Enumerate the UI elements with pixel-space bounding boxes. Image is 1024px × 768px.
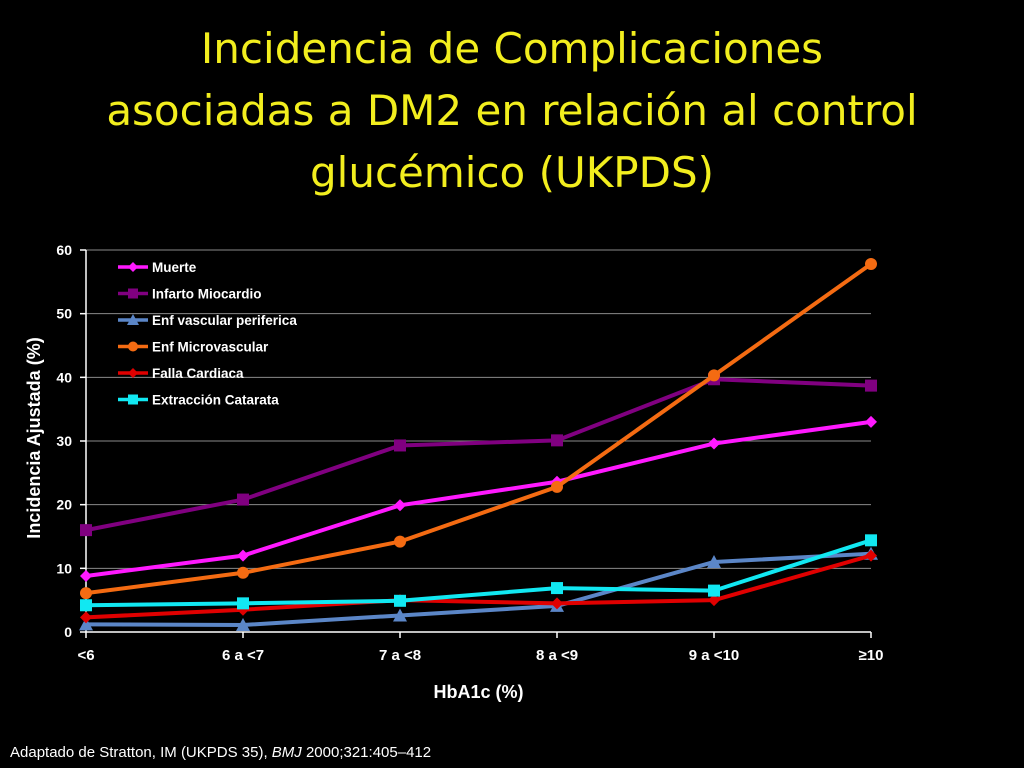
source-footnote: Adaptado de Stratton, IM (UKPDS 35), BMJ… [10, 744, 431, 761]
data-point [707, 554, 721, 568]
legend-swatch-marker [128, 341, 138, 352]
data-point [237, 597, 249, 610]
x-tick-label: 8 a <9 [536, 647, 578, 664]
data-point [237, 493, 249, 506]
legend-swatch-marker [128, 394, 138, 405]
y-axis-title: Incidencia Ajustada (%) [24, 337, 44, 538]
legend-label: Enf Microvascular [152, 340, 269, 355]
data-point [79, 617, 93, 631]
data-point [865, 549, 877, 562]
series-muerte [80, 415, 877, 582]
series-line [84, 551, 873, 627]
footnote-suffix: 2000;321:405–412 [301, 744, 432, 761]
legend-item: Enf Microvascular [118, 340, 269, 355]
data-point [80, 524, 92, 537]
footnote-prefix: Adaptado de Stratton, IM (UKPDS 35), [10, 744, 272, 761]
series-line [84, 377, 873, 533]
legend-label: Muerte [152, 260, 197, 275]
legend-swatch-marker [127, 314, 139, 325]
data-point [393, 608, 407, 622]
data-point [708, 594, 720, 607]
title-line-3: glucémico (UKPDS) [310, 148, 714, 197]
series-extraccion-catarata [80, 534, 877, 612]
y-tick-label: 60 [56, 242, 72, 258]
legend-label: Extracción Catarata [152, 393, 279, 408]
data-point [237, 549, 249, 562]
series-line [84, 419, 873, 578]
data-point [865, 258, 877, 271]
series-line [84, 538, 873, 608]
y-tick-label: 10 [56, 560, 72, 576]
data-point [708, 369, 720, 382]
x-tick-label: <6 [77, 647, 94, 664]
data-point [551, 480, 563, 493]
legend: Muerte Infarto Miocardio Enf vascular peri… [118, 260, 297, 408]
footnote-journal: BMJ [271, 744, 302, 761]
data-point [80, 587, 92, 600]
data-point [394, 439, 406, 452]
x-axis-title: HbA1c (%) [433, 682, 523, 702]
y-tick-label: 40 [56, 369, 72, 385]
legend-label: Falla Cardiaca [152, 366, 244, 381]
y-tick-label: 0 [64, 624, 72, 640]
data-point [236, 617, 250, 631]
data-point [865, 534, 877, 547]
data-point [865, 379, 877, 392]
legend-item: Enf vascular periferica [118, 313, 297, 328]
y-tick-label: 50 [56, 306, 72, 322]
slide-title: Incidencia de Complicaciones asociadas a… [0, 18, 1024, 204]
data-point [551, 597, 563, 610]
data-point [80, 611, 92, 624]
x-tick-label: ≥10 [859, 647, 884, 664]
data-point [237, 566, 249, 579]
series-enf-microvascular [80, 258, 877, 600]
x-tick-label: 9 a <10 [689, 647, 739, 664]
legend-item: Extracción Catarata [118, 393, 279, 408]
legend-swatch-marker [128, 262, 138, 272]
y-tick-label: 20 [56, 497, 72, 513]
series-line [84, 262, 873, 596]
data-point [551, 582, 563, 595]
data-point [394, 535, 406, 548]
data-point [394, 594, 406, 607]
legend-label: Enf vascular periferica [152, 313, 297, 328]
y-tick-label: 30 [56, 433, 72, 449]
x-tick-label: 6 a <7 [222, 647, 264, 664]
legend-item: Muerte [118, 260, 197, 275]
title-line-1: Incidencia de Complicaciones [200, 24, 824, 73]
legend-label: Infarto Miocardio [152, 287, 262, 302]
data-point [708, 437, 720, 450]
data-point [551, 434, 563, 447]
data-point [80, 569, 92, 582]
data-point [394, 499, 406, 512]
series-line [84, 553, 873, 620]
legend-item: Falla Cardiaca [118, 366, 244, 381]
legend-swatch-marker [128, 288, 138, 299]
legend-item: Infarto Miocardio [118, 287, 262, 302]
data-point [865, 415, 877, 428]
legend-swatch-marker [128, 368, 138, 378]
title-line-2: asociadas a DM2 en relación al control [106, 86, 918, 135]
data-point [708, 584, 720, 597]
data-point [80, 599, 92, 612]
x-tick-label: 7 a <8 [379, 647, 421, 664]
